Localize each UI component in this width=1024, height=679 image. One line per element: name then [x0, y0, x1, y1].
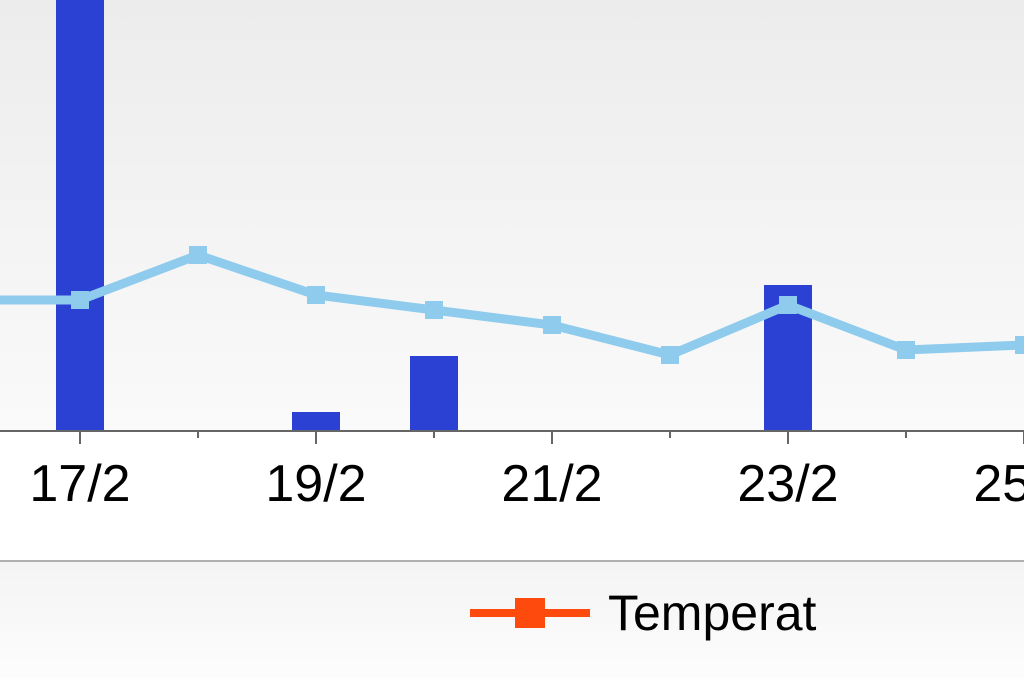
bar	[764, 285, 812, 430]
x-tick	[197, 430, 199, 438]
x-tick	[79, 430, 81, 444]
x-tick	[905, 430, 907, 438]
bar	[56, 0, 104, 430]
x-tick	[551, 430, 553, 444]
legend-item: Temperat	[470, 584, 816, 642]
x-axis-label: 19/2	[265, 454, 366, 514]
x-axis-label: 17/2	[29, 454, 130, 514]
bar	[292, 412, 340, 430]
legend-swatch-line	[470, 609, 590, 617]
x-axis-label: 25/2	[973, 454, 1024, 514]
plot-area	[0, 0, 1024, 430]
x-axis-label: 23/2	[737, 454, 838, 514]
x-tick	[669, 430, 671, 438]
x-tick	[315, 430, 317, 444]
x-axis-line	[0, 430, 1024, 432]
x-tick	[433, 430, 435, 438]
legend-label: Temperat	[608, 584, 816, 642]
weather-chart: 17/2 19/2 21/2 23/2 25/2 Temperat	[0, 0, 1024, 679]
x-tick	[787, 430, 789, 444]
x-axis-label: 21/2	[501, 454, 602, 514]
bar	[410, 356, 458, 430]
legend-area: Temperat	[0, 560, 1024, 679]
